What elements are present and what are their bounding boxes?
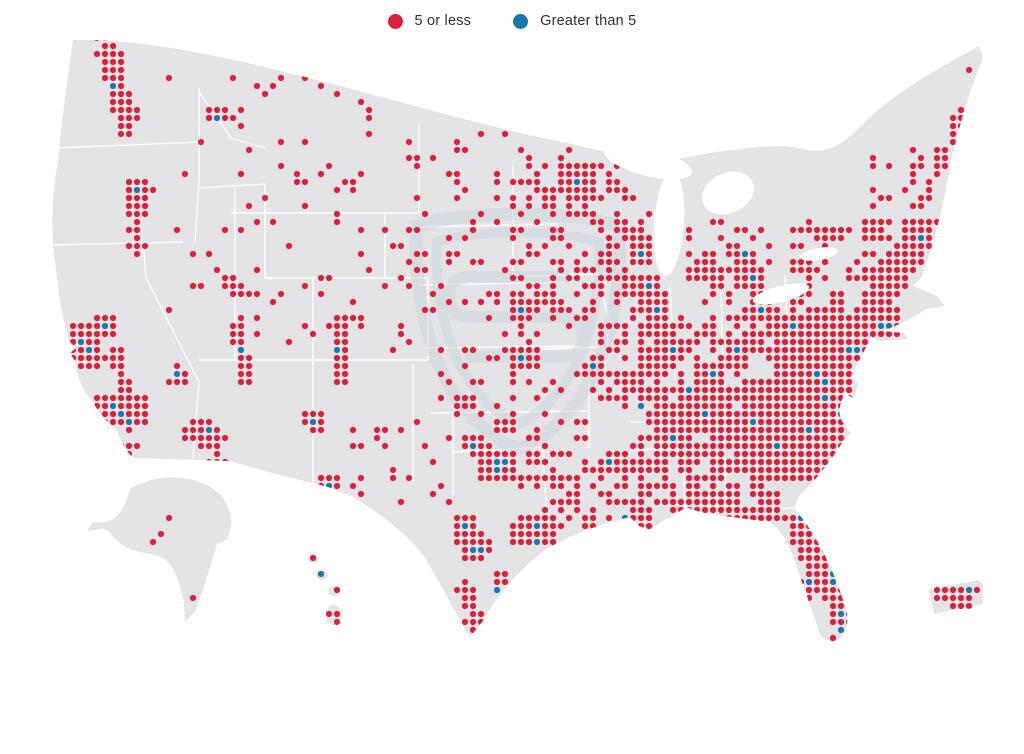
usa-dot-map xyxy=(33,30,987,645)
legend-label-low: 5 or less xyxy=(414,13,472,29)
alaska xyxy=(87,477,232,622)
lake-michigan xyxy=(653,172,685,276)
lake-ontario xyxy=(800,247,838,261)
lake-erie xyxy=(752,283,810,305)
legend-label-high: Greater than 5 xyxy=(540,13,637,29)
legend-item-high: Greater than 5 xyxy=(513,13,636,29)
blue-dot-icon xyxy=(513,13,529,29)
footer: Domino's Pizza locations in the USA Each… xyxy=(0,654,1024,754)
usa-map-svg xyxy=(50,39,987,642)
red-dot-icon xyxy=(387,13,403,29)
legend: 5 or less Greater than 5 xyxy=(0,13,1024,29)
lake-superior xyxy=(604,144,692,180)
lake-huron xyxy=(702,171,754,215)
legend-item-low: 5 or less xyxy=(387,13,472,29)
great-lakes xyxy=(604,144,838,305)
